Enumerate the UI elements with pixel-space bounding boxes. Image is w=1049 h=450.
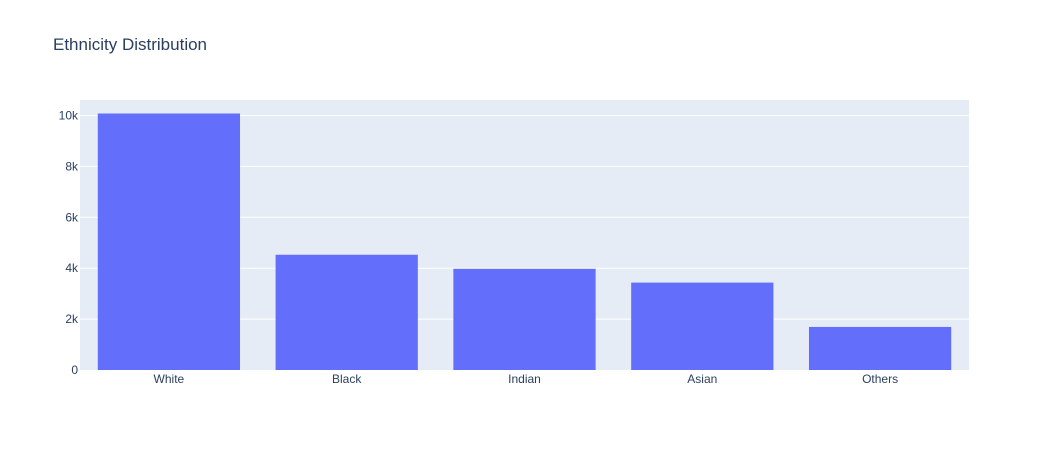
bars: [97, 113, 952, 371]
x-tick-label: Asian: [687, 372, 717, 386]
x-tick-label: Black: [332, 372, 362, 386]
bar-white[interactable]: [97, 113, 241, 371]
x-tick-label: Indian: [508, 372, 541, 386]
bar-black[interactable]: [275, 254, 418, 370]
x-tick-label: Others: [862, 372, 898, 386]
y-tick-label: 2k: [65, 312, 79, 326]
y-tick-label: 6k: [65, 210, 79, 224]
bar-indian[interactable]: [453, 268, 596, 370]
x-axis-ticks: White Black Indian Asian Others: [154, 372, 899, 386]
y-tick-label: 4k: [65, 261, 79, 275]
y-tick-label: 8k: [65, 159, 79, 173]
y-tick-label: 0: [71, 363, 78, 377]
y-axis-ticks: 0 2k 4k 6k 8k 10k: [59, 108, 79, 377]
x-tick-label: White: [154, 372, 185, 386]
bar-asian[interactable]: [631, 282, 774, 370]
chart-title: Ethnicity Distribution: [53, 35, 207, 54]
bar-others[interactable]: [808, 326, 952, 370]
y-tick-label: 10k: [59, 108, 79, 122]
